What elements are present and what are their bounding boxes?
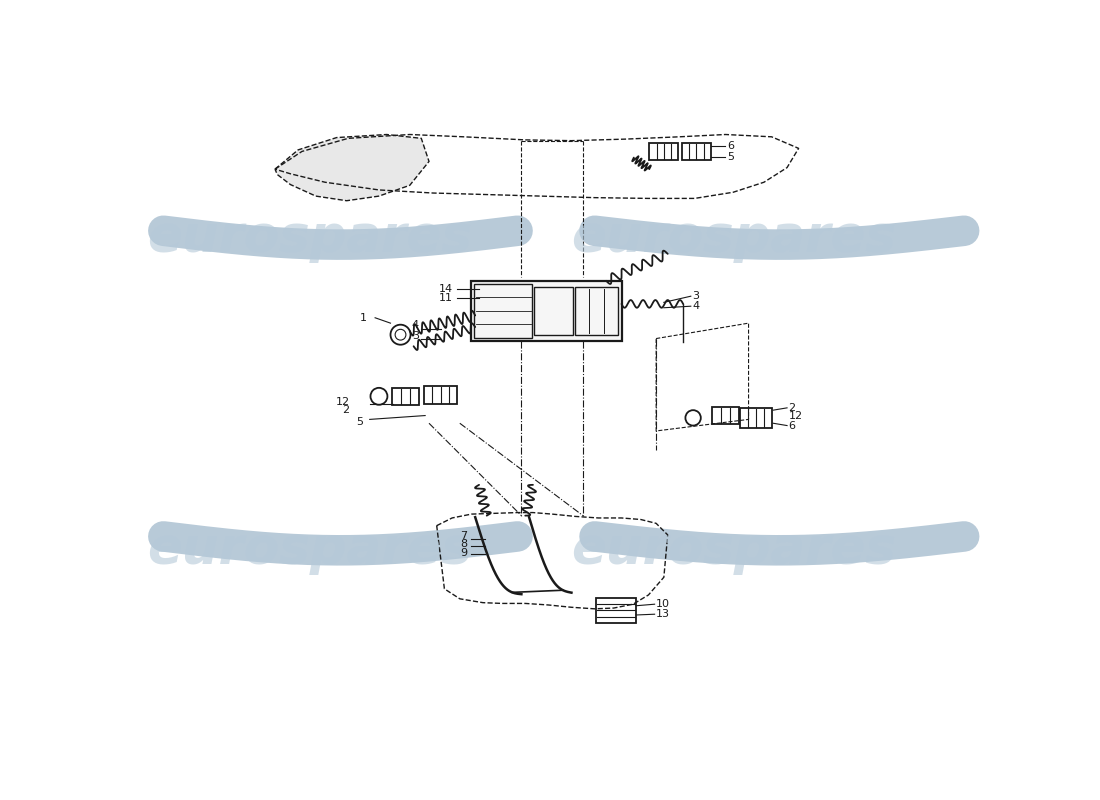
Text: 12: 12 <box>789 410 803 421</box>
Text: 3: 3 <box>692 291 700 302</box>
Bar <box>575 287 618 334</box>
Text: 2: 2 <box>342 405 350 415</box>
Text: 7: 7 <box>461 531 468 542</box>
Text: 5: 5 <box>727 152 734 162</box>
Text: 2: 2 <box>789 403 795 413</box>
Text: 10: 10 <box>656 599 670 610</box>
Text: 13: 13 <box>656 610 670 619</box>
Text: 4: 4 <box>692 302 700 311</box>
Text: 12: 12 <box>336 398 350 407</box>
Text: 1: 1 <box>360 313 366 322</box>
Text: 11: 11 <box>439 293 453 302</box>
Bar <box>535 287 573 334</box>
Bar <box>472 281 621 341</box>
Bar <box>712 407 739 424</box>
Bar <box>474 284 532 338</box>
Text: eurospares: eurospares <box>571 526 895 575</box>
Text: 14: 14 <box>439 283 453 294</box>
Bar <box>740 408 772 428</box>
Bar <box>596 598 636 622</box>
Text: 4: 4 <box>411 321 419 330</box>
Text: 5: 5 <box>356 418 363 427</box>
Bar <box>649 143 679 160</box>
Text: eurospares: eurospares <box>147 526 472 575</box>
Text: eurospares: eurospares <box>571 214 895 263</box>
Polygon shape <box>275 134 429 201</box>
Text: 3: 3 <box>412 331 419 342</box>
Text: eurospares: eurospares <box>147 214 472 263</box>
Text: 6: 6 <box>727 141 734 151</box>
Text: 9: 9 <box>461 548 468 558</box>
Bar <box>425 386 456 404</box>
Text: 6: 6 <box>789 421 795 430</box>
Bar <box>682 143 711 160</box>
Text: 8: 8 <box>461 539 468 549</box>
Bar <box>393 388 419 405</box>
